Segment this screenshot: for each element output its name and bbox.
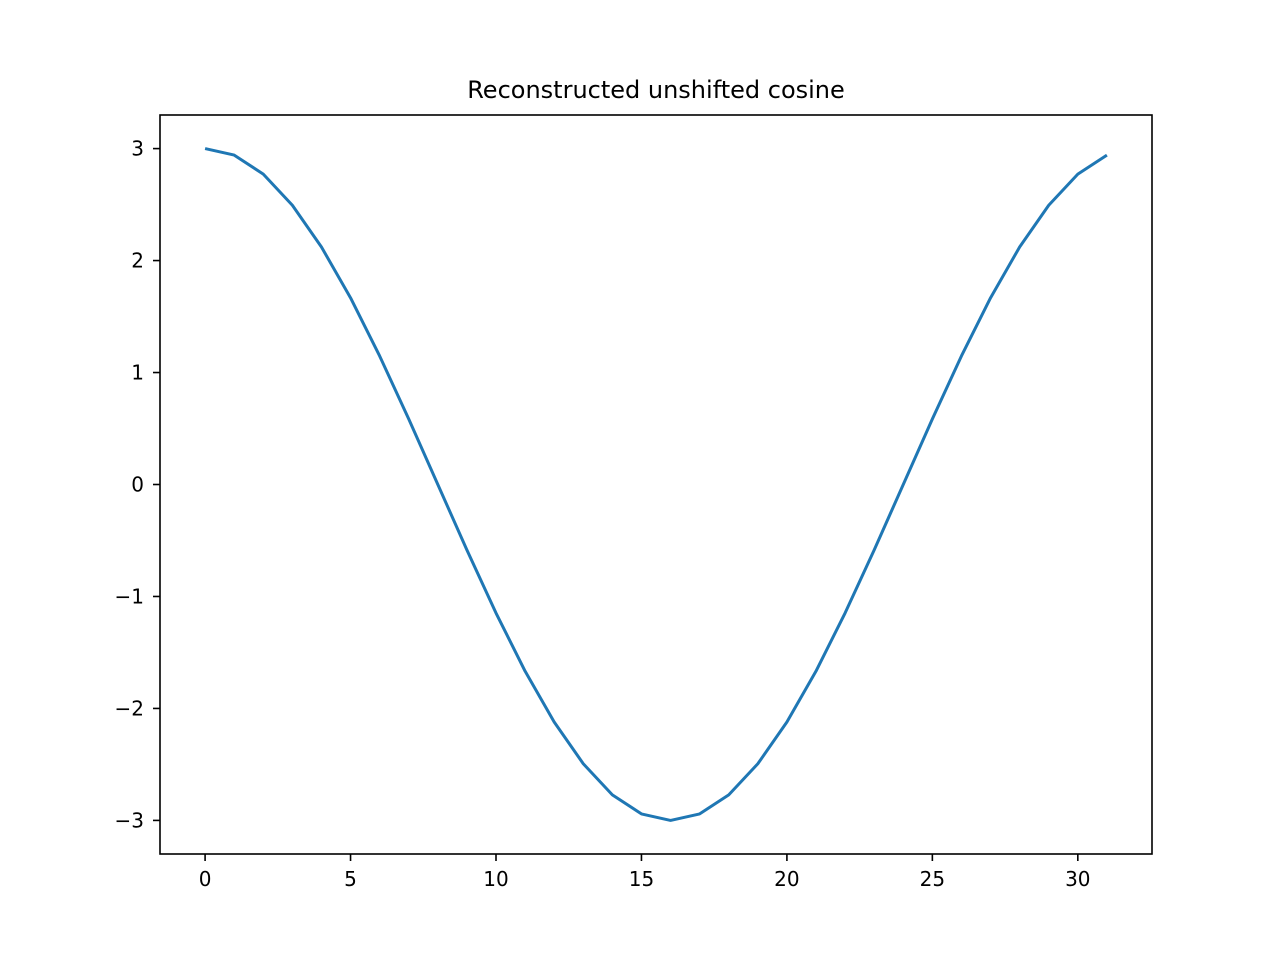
- series-line-0: [204, 147, 1108, 822]
- axes-background: [160, 115, 1152, 854]
- x-tick-label: 25: [920, 867, 945, 891]
- x-tick-label: 5: [344, 867, 357, 891]
- series-layer: [204, 147, 1108, 822]
- x-tick-label: 15: [629, 867, 654, 891]
- y-tick-label: −2: [115, 696, 144, 720]
- y-tick-label: 3: [131, 137, 144, 161]
- y-tick-label: 0: [131, 473, 144, 497]
- chart-title: Reconstructed unshifted cosine: [467, 76, 845, 104]
- y-axis: 3 2 1 0 −1 −2 −3: [115, 137, 160, 832]
- y-tick-label: −1: [115, 584, 144, 608]
- x-tick-label: 30: [1065, 867, 1090, 891]
- y-tick-label: 1: [131, 361, 144, 385]
- y-tick-label: 2: [131, 249, 144, 273]
- x-axis: 0 5 10 15 20 25 30: [199, 854, 1091, 891]
- x-tick-label: 10: [483, 867, 508, 891]
- y-tick-label: −3: [115, 808, 144, 832]
- x-tick-label: 20: [774, 867, 799, 891]
- x-tick-label: 0: [199, 867, 212, 891]
- plot-area: [159, 114, 1153, 855]
